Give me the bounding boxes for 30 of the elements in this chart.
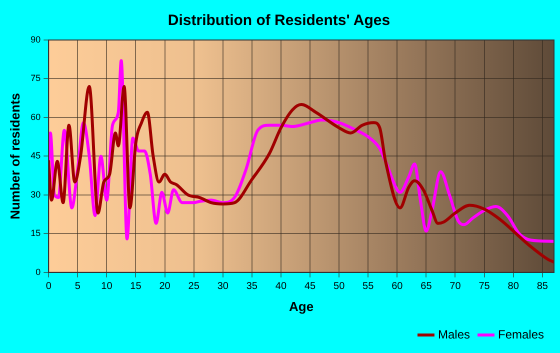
x-tick-label: 20 — [159, 281, 171, 292]
x-tick-label: 15 — [130, 281, 142, 292]
y-tick-label: 45 — [30, 150, 41, 161]
y-tick-label: 60 — [30, 112, 41, 122]
x-tick-label: 55 — [362, 281, 374, 292]
y-tick-label: 0 — [36, 266, 41, 277]
x-tick-label: 40 — [275, 281, 287, 292]
legend-label: Females — [498, 327, 544, 342]
x-tick-label: 70 — [450, 281, 462, 292]
y-tick-label: 90 — [30, 34, 41, 44]
chart-title: Distribution of Residents' Ages — [168, 12, 390, 30]
y-tick-label: 30 — [30, 189, 41, 200]
x-tick-label: 85 — [536, 281, 548, 292]
x-tick-label: 50 — [334, 281, 346, 292]
x-tick-label: 65 — [420, 281, 432, 292]
x-tick-label: 60 — [392, 281, 404, 292]
x-tick-label: 10 — [101, 281, 113, 292]
x-tick-label: 75 — [478, 281, 490, 292]
x-tick-label: 5 — [74, 281, 81, 292]
x-tick-label: 0 — [46, 281, 52, 292]
x-tick-label: 35 — [246, 281, 258, 292]
y-tick-label: 15 — [30, 228, 41, 238]
y-tick-label: 75 — [30, 73, 41, 84]
x-tick-label: 80 — [508, 281, 520, 292]
x-axis-title: Age — [289, 298, 314, 314]
y-axis-title: Number of residents — [7, 92, 22, 220]
legend-label: Males — [438, 327, 470, 342]
x-tick-label: 25 — [188, 281, 200, 292]
x-tick-label: 30 — [217, 281, 229, 292]
x-tick-label: 45 — [304, 281, 316, 292]
